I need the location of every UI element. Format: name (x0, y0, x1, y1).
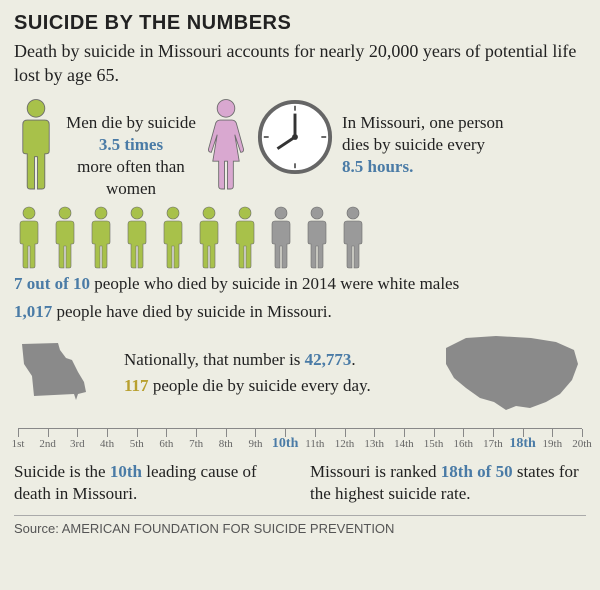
ruler-tick-label: 11th (305, 438, 324, 450)
ruler-tick-label: 4th (100, 438, 114, 450)
person-icon (14, 206, 44, 270)
woman-icon (204, 98, 248, 192)
ruler-tick-label: 5th (130, 438, 144, 450)
row-top-stats: Men die by suicide 3.5 times more often … (14, 98, 586, 200)
ruler-tick-label: 12th (335, 438, 355, 450)
ten-people-row (14, 206, 586, 270)
stat-7-of-10: 7 out of 10 (14, 274, 90, 293)
ruler-tick-label: 1st (12, 438, 25, 450)
ruler-tick-label: 2nd (39, 438, 56, 450)
maps-row: Nationally, that number is 42,773. 117 p… (14, 328, 586, 418)
tenth-cause-text: Suicide is the 10th leading cause of dea… (14, 461, 290, 505)
ruler-tick-label: 6th (159, 438, 173, 450)
ruler-tick-label: 9th (248, 438, 262, 450)
ruler-tick-label: 16th (453, 438, 473, 450)
stat-18th: 18th of 50 (441, 462, 513, 481)
source-name: AMERICAN FOUNDATION FOR SUICIDE PREVENTI… (62, 521, 395, 536)
stat-42773: 42,773 (305, 350, 352, 369)
person-icon (230, 206, 260, 270)
ruler-tick-label: 15th (424, 438, 444, 450)
subtitle: Death by suicide in Missouri accounts fo… (14, 39, 586, 88)
us-map-icon (436, 328, 586, 418)
stat-1017: 1,017 (14, 302, 52, 321)
person-icon (122, 206, 152, 270)
person-icon (302, 206, 332, 270)
missouri-map-icon (14, 338, 94, 408)
source-line: Source: AMERICAN FOUNDATION FOR SUICIDE … (14, 515, 586, 536)
seven-of-ten-caption: 7 out of 10 people who died by suicide i… (14, 274, 586, 294)
ranking-ruler: 1st 2nd 3rd 4th 5th 6th 7th 8th 9th 10th 11th 12th 1… (14, 428, 586, 455)
man-icon (14, 98, 58, 192)
person-icon (50, 206, 80, 270)
clock-icon (256, 98, 334, 176)
ruler-tick-label: 19th (543, 438, 563, 450)
stat-117: 117 (124, 376, 149, 395)
hours-stat-text: In Missouri, one person dies by suicide … (342, 98, 507, 178)
ruler-tick-label: 17th (483, 438, 503, 450)
person-icon (158, 206, 188, 270)
stat-10th: 10th (110, 462, 142, 481)
men-stat-text: Men die by suicide 3.5 times more often … (66, 98, 196, 200)
ruler-tick-label: 20th (572, 438, 592, 450)
ruler-tick-label: 18th (509, 436, 535, 452)
ruler-tick-label: 7th (189, 438, 203, 450)
rank-18th-text: Missouri is ranked 18th of 50 states for… (310, 461, 586, 505)
person-icon (266, 206, 296, 270)
ruler-tick-label: 14th (394, 438, 414, 450)
page-title: SUICIDE BY THE NUMBERS (14, 12, 586, 35)
ruler-tick-label: 13th (364, 438, 384, 450)
ruler-tick-label: 8th (219, 438, 233, 450)
person-icon (338, 206, 368, 270)
person-icon (86, 206, 116, 270)
bottom-stats-row: Suicide is the 10th leading cause of dea… (14, 461, 586, 505)
national-text: Nationally, that number is 42,773. 117 p… (94, 347, 436, 398)
ruler-tick-label: 10th (272, 436, 298, 452)
ruler-tick-label: 3rd (70, 438, 85, 450)
mo-deaths-caption: 1,017 people have died by suicide in Mis… (14, 302, 586, 322)
stat-3-5-times: 3.5 times (99, 135, 163, 154)
stat-8-5-hours: 8.5 hours. (342, 157, 413, 176)
person-icon (194, 206, 224, 270)
